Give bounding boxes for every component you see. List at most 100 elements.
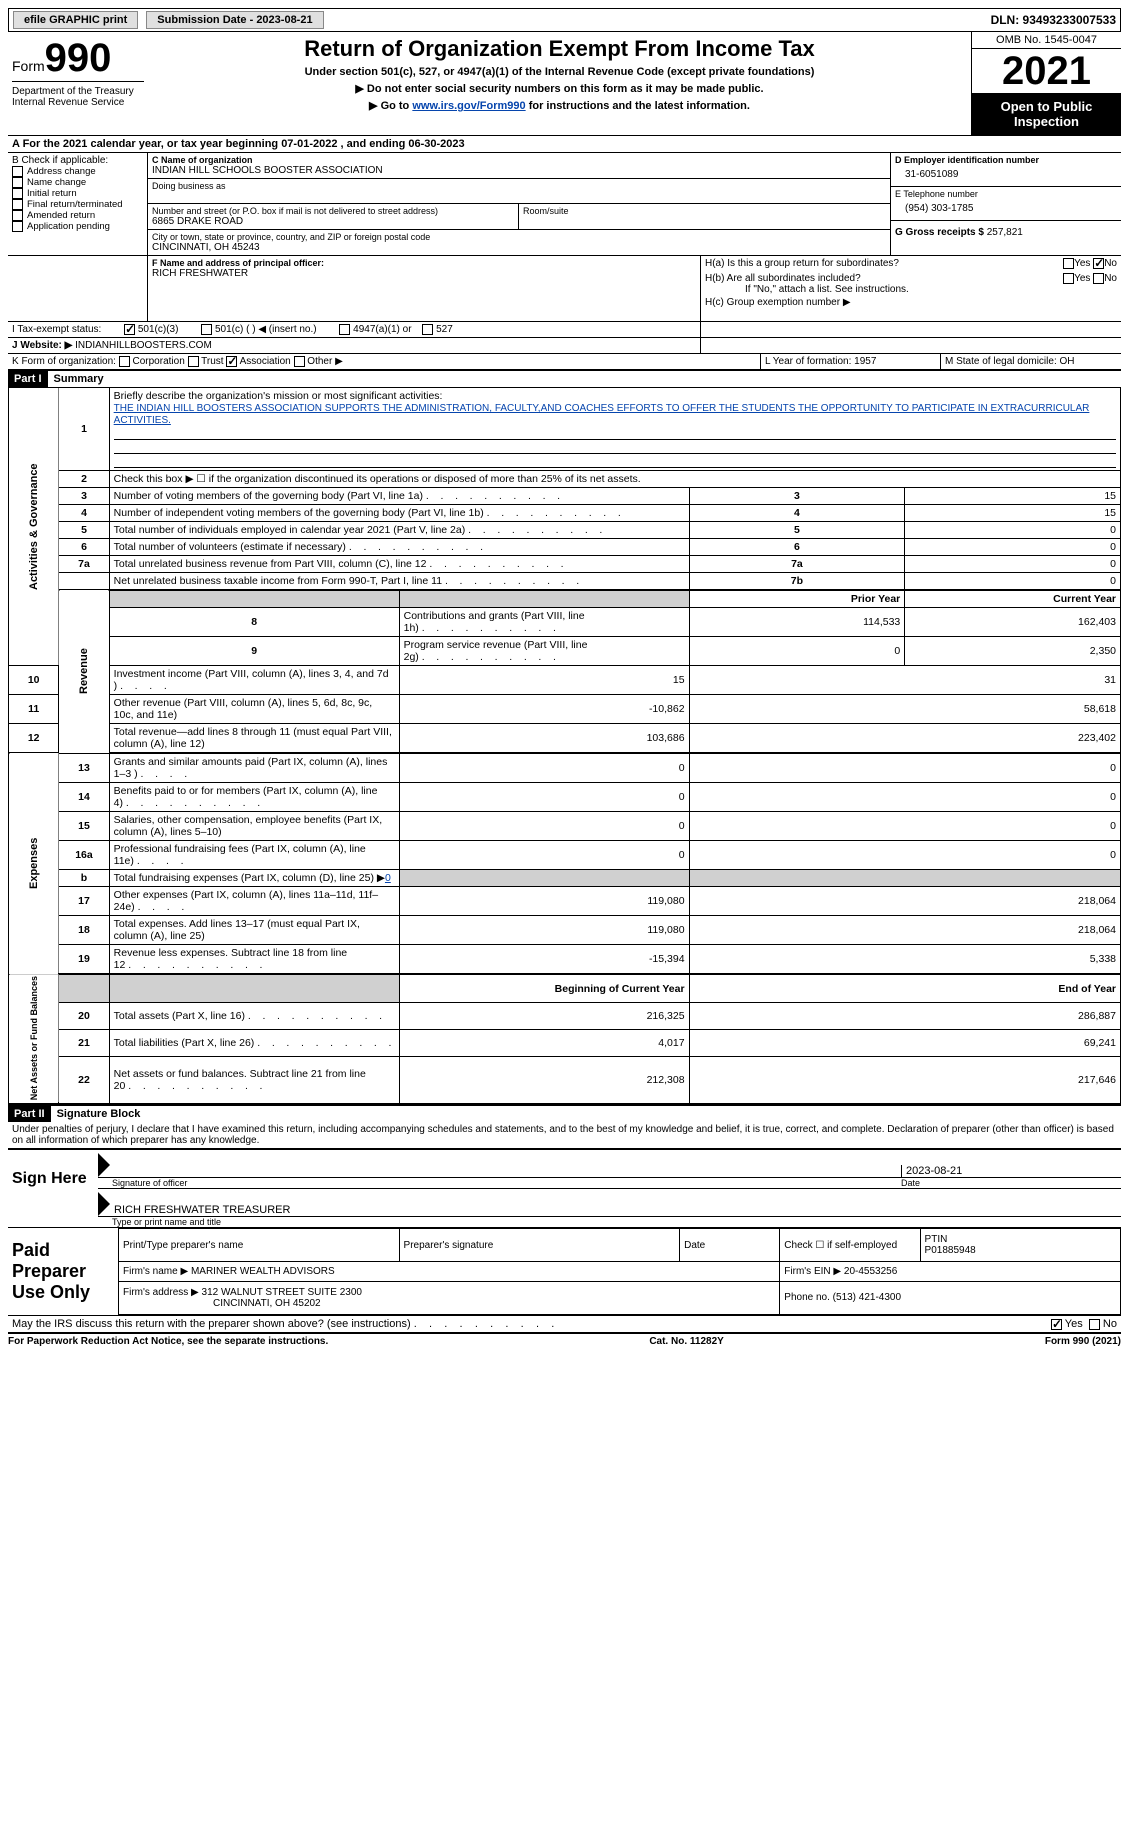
box-k: K Form of organization: Corporation Trus… (8, 354, 761, 369)
checkbox-initial-return[interactable] (12, 188, 23, 199)
city-label: City or town, state or province, country… (152, 232, 886, 242)
irs-link[interactable]: www.irs.gov/Form990 (412, 100, 525, 112)
row-fh: F Name and address of principal officer:… (8, 255, 1121, 321)
checkbox-discuss-no[interactable] (1089, 1319, 1100, 1330)
hc-label: H(c) Group exemption number ▶ (705, 297, 1117, 308)
row-ij: I Tax-exempt status: 501(c)(3) 501(c) ( … (8, 321, 1121, 338)
checkbox-501c3[interactable] (124, 324, 135, 335)
table-row: 6Total number of volunteers (estimate if… (9, 539, 1121, 556)
mission-text: THE INDIAN HILL BOOSTERS ASSOCIATION SUP… (114, 403, 1090, 426)
checkbox-501c[interactable] (201, 324, 212, 335)
checkbox-ha-no[interactable] (1093, 258, 1104, 269)
side-netassets: Net Assets or Fund Balances (9, 974, 59, 1103)
box-deg: D Employer identification number 31-6051… (891, 153, 1121, 255)
room-label: Room/suite (523, 206, 886, 216)
triangle-icon (98, 1192, 110, 1216)
hint-ssn: ▶ Do not enter social security numbers o… (154, 82, 965, 95)
page-footer: For Paperwork Reduction Act Notice, see … (8, 1334, 1121, 1347)
dba-label: Doing business as (152, 181, 886, 191)
form-990: 990 (45, 36, 112, 80)
checkbox-address-change[interactable] (12, 166, 23, 177)
table-row: 9Program service revenue (Part VIII, lin… (9, 637, 1121, 666)
form-prefix: Form (12, 58, 45, 74)
table-row: 22Net assets or fund balances. Subtract … (9, 1057, 1121, 1104)
officer-sign-name: RICH FRESHWATER TREASURER (114, 1204, 290, 1216)
checkbox-527[interactable] (422, 324, 433, 335)
table-row: 14Benefits paid to or for members (Part … (9, 783, 1121, 812)
entity-grid: B Check if applicable: Address change Na… (8, 152, 1121, 255)
form-header: Form990 Department of the Treasury Inter… (8, 32, 1121, 135)
box-m: M State of legal domicile: OH (941, 354, 1121, 369)
checkbox-hb-yes[interactable] (1063, 273, 1074, 284)
c-name-label: C Name of organization (152, 155, 886, 165)
perjury-declaration: Under penalties of perjury, I declare th… (8, 1122, 1121, 1148)
phone-value: (954) 303-1785 (895, 199, 1117, 218)
sign-here: Sign Here 2023-08-21 Signature of office… (8, 1149, 1121, 1227)
sign-date: 2023-08-21 (901, 1165, 1121, 1177)
table-row: 11Other revenue (Part VIII, column (A), … (9, 695, 1121, 724)
header-right: OMB No. 1545-0047 2021 Open to Public In… (971, 32, 1121, 135)
table-row: Net unrelated business taxable income fr… (9, 573, 1121, 591)
firm-address: 312 WALNUT STREET SUITE 2300 (202, 1287, 362, 1298)
checkbox-name-change[interactable] (12, 177, 23, 188)
header-left: Form990 Department of the Treasury Inter… (8, 32, 148, 135)
table-row: 5Total number of individuals employed in… (9, 522, 1121, 539)
triangle-icon (98, 1153, 110, 1177)
gross-receipts-label: G Gross receipts $ (895, 227, 984, 238)
table-row: 16aProfessional fundraising fees (Part I… (9, 841, 1121, 870)
box-j: J Website: ▶ INDIANHILLBOOSTERS.COM (8, 338, 701, 354)
top-bar: efile GRAPHIC print Submission Date - 20… (8, 8, 1121, 32)
box-b: B Check if applicable: Address change Na… (8, 153, 148, 255)
table-row: 10Investment income (Part VIII, column (… (9, 666, 1121, 695)
table-row: 15Salaries, other compensation, employee… (9, 812, 1121, 841)
table-row: 17Other expenses (Part IX, column (A), l… (9, 887, 1121, 916)
ein-label: D Employer identification number (895, 155, 1117, 165)
checkbox-discuss-yes[interactable] (1051, 1319, 1062, 1330)
checkbox-corp[interactable] (119, 356, 130, 367)
checkbox-final-return[interactable] (12, 199, 23, 210)
tax-year: 2021 (972, 49, 1121, 93)
org-name: INDIAN HILL SCHOOLS BOOSTER ASSOCIATION (152, 165, 886, 176)
row-j: J Website: ▶ INDIANHILLBOOSTERS.COM (8, 338, 1121, 354)
form-title: Return of Organization Exempt From Incom… (154, 36, 965, 62)
table-row: 18Total expenses. Add lines 13–17 (must … (9, 916, 1121, 945)
checkbox-trust[interactable] (188, 356, 199, 367)
street-address: 6865 DRAKE ROAD (152, 216, 514, 227)
firm-ein: 20-4553256 (844, 1266, 897, 1277)
efile-button[interactable]: efile GRAPHIC print (13, 11, 138, 29)
line-a: A For the 2021 calendar year, or tax yea… (8, 135, 1121, 152)
form-number: Form990 (12, 36, 144, 81)
table-row: 8Contributions and grants (Part VIII, li… (9, 608, 1121, 637)
box-l: L Year of formation: 1957 (761, 354, 941, 369)
dba-value (152, 191, 886, 201)
firm-phone: (513) 421-4300 (833, 1292, 901, 1303)
omb-label: OMB No. 1545-0047 (972, 32, 1121, 49)
header-middle: Return of Organization Exempt From Incom… (148, 32, 971, 135)
ptin-value: P01885948 (925, 1245, 1116, 1256)
side-revenue: Revenue (59, 590, 109, 753)
department-label: Department of the Treasury Internal Reve… (12, 81, 144, 121)
checkbox-assoc[interactable] (226, 356, 237, 367)
gross-receipts-value: 257,821 (987, 227, 1023, 238)
table-row: 4Number of independent voting members of… (9, 505, 1121, 522)
city-value: CINCINNATI, OH 45243 (152, 242, 886, 253)
side-governance: Activities & Governance (9, 388, 59, 666)
checkbox-app-pending[interactable] (12, 221, 23, 232)
checkbox-other[interactable] (294, 356, 305, 367)
checkbox-ha-yes[interactable] (1063, 258, 1074, 269)
table-row: 20Total assets (Part X, line 16)216,3252… (9, 1002, 1121, 1029)
box-f: F Name and address of principal officer:… (148, 256, 701, 321)
fundraising-link[interactable]: 0 (385, 872, 391, 884)
side-expenses: Expenses (9, 753, 59, 974)
part1-header: Part I Summary (8, 369, 1121, 387)
firm-name: MARINER WEALTH ADVISORS (191, 1266, 335, 1277)
addr-label: Number and street (or P.O. box if mail i… (152, 206, 514, 216)
checkbox-hb-no[interactable] (1093, 273, 1104, 284)
open-to-public: Open to Public Inspection (972, 93, 1121, 135)
officer-name: RICH FRESHWATER (152, 268, 696, 279)
form-subtitle: Under section 501(c), 527, or 4947(a)(1)… (154, 66, 965, 78)
checkbox-4947[interactable] (339, 324, 350, 335)
discuss-row: May the IRS discuss this return with the… (8, 1315, 1121, 1334)
checkbox-amended[interactable] (12, 210, 23, 221)
submission-date-button[interactable]: Submission Date - 2023-08-21 (146, 11, 323, 29)
